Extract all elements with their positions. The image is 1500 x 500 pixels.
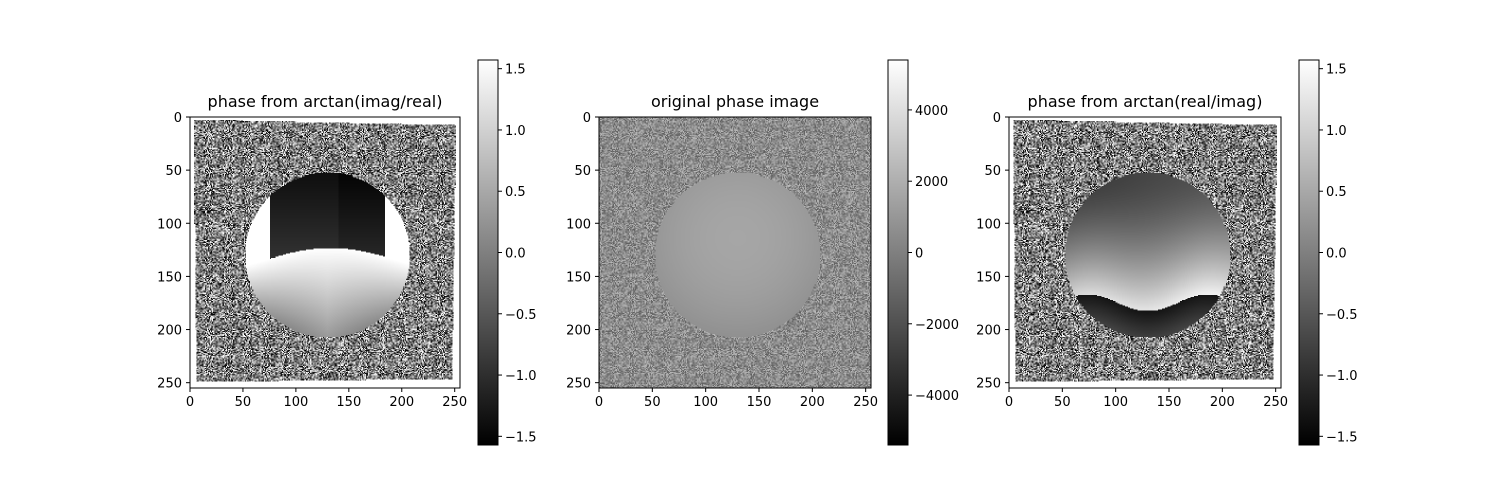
y-tick-label: 0	[174, 111, 182, 126]
colorbar-tick-label: 2000	[915, 175, 948, 190]
x-tick-label: 200	[800, 395, 825, 410]
x-tick-label: 100	[1103, 395, 1128, 410]
panel-title: original phase image	[651, 92, 819, 111]
colorbar-tick-label: −1.5	[505, 430, 537, 445]
x-tick-label: 0	[595, 395, 603, 410]
colorbar-tick-label: −4000	[915, 389, 959, 404]
y-tick-label: 150	[566, 270, 591, 285]
colorbar-tick-label: −1.0	[1326, 369, 1358, 384]
colorbar-tick-label: 1.5	[1326, 63, 1347, 78]
y-tick-label: 50	[984, 164, 1001, 179]
x-tick-label: 0	[1005, 395, 1013, 410]
colorbar-tick-label: 1.5	[505, 63, 526, 78]
x-tick-label: 200	[389, 395, 414, 410]
x-tick-label: 150	[1157, 395, 1182, 410]
y-tick-label: 100	[976, 217, 1001, 232]
colorbar-tick-label: 0.0	[1326, 247, 1347, 262]
panel-title: phase from arctan(real/imag)	[1028, 92, 1263, 111]
colorbar-tick-label: −0.5	[505, 308, 537, 323]
heatmap-image	[599, 117, 871, 388]
y-tick-label: 100	[566, 217, 591, 232]
y-tick-label: 250	[976, 377, 1001, 392]
x-tick-label: 250	[442, 395, 467, 410]
x-tick-label: 250	[853, 395, 878, 410]
y-tick-label: 200	[157, 324, 182, 339]
x-tick-label: 150	[336, 395, 361, 410]
heatmap-image	[190, 117, 460, 388]
y-tick-label: 250	[157, 377, 182, 392]
colorbar-tick-label: 0.5	[505, 185, 526, 200]
colorbar-tick-label: 1.0	[505, 124, 526, 139]
colorbar-tick-label: −1.0	[505, 369, 537, 384]
y-tick-label: 100	[157, 217, 182, 232]
axes-frame	[189, 116, 461, 389]
y-tick-label: 250	[566, 377, 591, 392]
y-tick-label: 50	[574, 164, 591, 179]
y-tick-label: 50	[165, 164, 182, 179]
panel-3: phase from arctan(real/imag) 0 50 100 150 200…	[976, 59, 1358, 446]
y-tick-label: 150	[976, 270, 1001, 285]
colorbar-tick-label: 0.5	[1326, 185, 1347, 200]
colorbar-tick-label: 4000	[915, 104, 948, 119]
y-tick-label: 0	[993, 111, 1001, 126]
y-tick-label: 0	[583, 111, 591, 126]
x-tick-label: 250	[1263, 395, 1288, 410]
y-tick-label: 150	[157, 270, 182, 285]
x-tick-label: 100	[283, 395, 308, 410]
colorbar-tick-label: −0.5	[1326, 308, 1358, 323]
y-tick-label: 200	[976, 324, 1001, 339]
axes-frame	[1008, 116, 1282, 389]
colorbar	[888, 60, 908, 445]
panel-1: phase from arctan(imag/real) 0 50 100 150 200…	[157, 59, 537, 446]
x-tick-label: 50	[644, 395, 661, 410]
colorbar	[478, 60, 498, 445]
axes-frame	[598, 116, 872, 389]
panel-title: phase from arctan(imag/real)	[208, 92, 443, 111]
x-tick-label: 50	[235, 395, 252, 410]
heatmap-image	[1009, 117, 1281, 388]
colorbar-tick-label: −2000	[915, 318, 959, 333]
y-tick-label: 200	[566, 324, 591, 339]
colorbar-tick-label: 1.0	[1326, 124, 1347, 139]
x-tick-label: 0	[186, 395, 194, 410]
colorbar-tick-label: 0.0	[505, 247, 526, 262]
colorbar-tick-label: 0	[915, 247, 923, 262]
colorbar	[1299, 60, 1319, 445]
panel-2: original phase image 0 50 100 150 200 250 0 50 10…	[566, 59, 959, 446]
x-tick-label: 50	[1054, 395, 1071, 410]
colorbar-tick-label: −1.5	[1326, 430, 1358, 445]
x-tick-label: 100	[693, 395, 718, 410]
x-tick-label: 200	[1210, 395, 1235, 410]
x-tick-label: 150	[747, 395, 772, 410]
